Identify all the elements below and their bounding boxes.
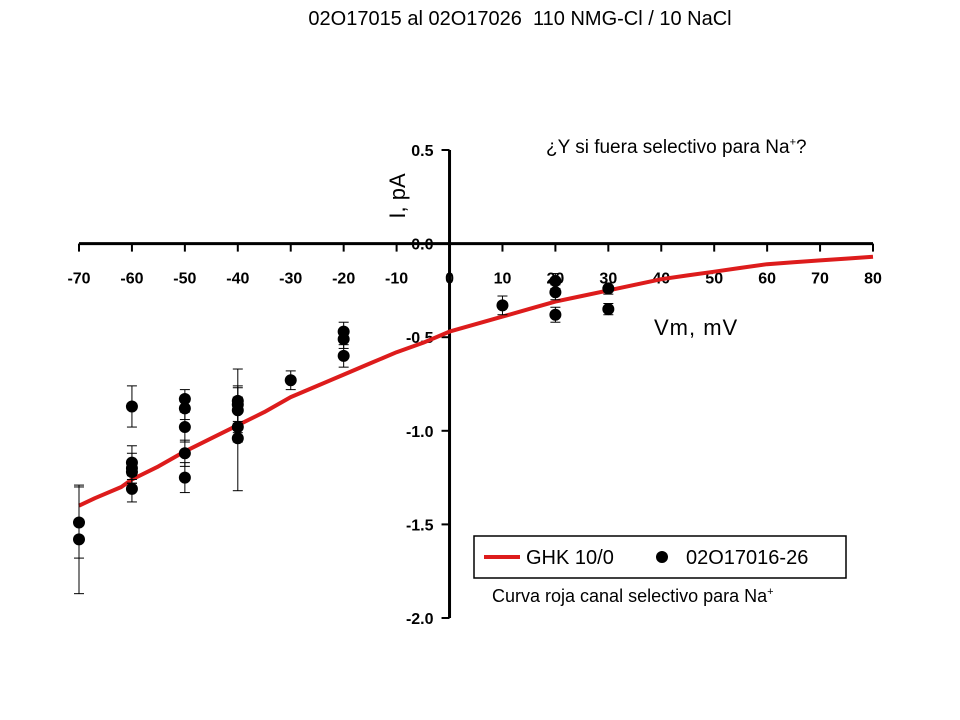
data-point <box>602 303 615 316</box>
chart-title: 02O17015 al 02O17026 110 NMG-Cl / 10 NaC… <box>308 8 732 30</box>
x-tick-label: -60 <box>120 271 143 288</box>
data-point <box>73 533 85 546</box>
y-axis-title: I, pA <box>385 173 410 219</box>
y-tick-label: 0.5 <box>411 143 433 160</box>
selectivity-question-suffix: ? <box>796 137 807 158</box>
legend-label-data: 02O17016-26 <box>686 547 808 569</box>
x-tick-label: 10 <box>494 271 512 288</box>
x-tick-label: 0 <box>445 271 454 288</box>
red-curve-caption: Curva roja canal selectivo para Na+ <box>492 586 774 607</box>
x-tick-label: -50 <box>173 271 196 288</box>
selectivity-question-sup: + <box>789 136 797 149</box>
x-tick-label: 60 <box>758 271 776 288</box>
y-tick-label: 0.0 <box>411 237 433 254</box>
ghk-curve <box>78 254 874 508</box>
data-point <box>125 482 138 495</box>
data-point <box>284 374 297 387</box>
data-point <box>549 308 562 321</box>
x-tick-label: 70 <box>811 271 829 288</box>
y-tick-label: -1.5 <box>406 517 434 534</box>
y-tick-label: -2.0 <box>406 611 434 628</box>
x-tick-label: -10 <box>385 271 408 288</box>
legend-label-ghk: GHK 10/0 <box>526 547 614 569</box>
data-point <box>125 400 138 413</box>
x-tick-label: -40 <box>226 271 249 288</box>
x-tick-label: 80 <box>864 271 882 288</box>
data-point <box>549 275 562 288</box>
data-point <box>125 465 138 478</box>
data-point <box>602 282 615 295</box>
y-tick-label: -1.0 <box>406 424 434 441</box>
data-point <box>178 421 191 434</box>
legend-marker-swatch <box>656 551 668 563</box>
selectivity-question-text: ¿Y si fuera selectivo para Na <box>546 137 790 158</box>
data-point <box>178 447 191 460</box>
data-point <box>337 333 350 346</box>
data-point <box>178 402 191 415</box>
selectivity-question: ¿Y si fuera selectivo para Na+? <box>546 137 807 159</box>
x-tick-label: 50 <box>705 271 723 288</box>
x-tick-label: -70 <box>67 271 90 288</box>
red-curve-caption-text: Curva roja canal selectivo para Na <box>492 586 768 606</box>
data-point <box>337 349 350 362</box>
x-tick-label: -20 <box>332 271 355 288</box>
red-curve-caption-sup: + <box>767 586 774 598</box>
data-point <box>496 299 509 312</box>
x-axis-title: Vm, mV <box>654 315 738 340</box>
data-point <box>549 286 562 299</box>
x-tick-label: -30 <box>279 271 302 288</box>
data-point <box>231 432 244 445</box>
data-point <box>178 471 191 484</box>
